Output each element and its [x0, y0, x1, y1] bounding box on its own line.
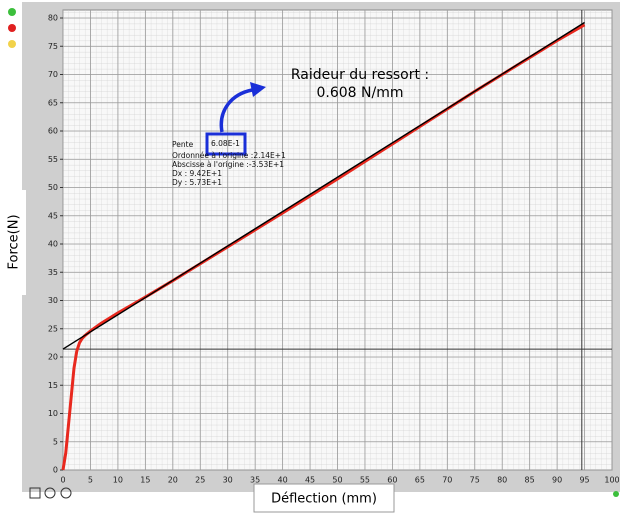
y-tick-label: 75	[48, 42, 58, 51]
x-tick-label: 70	[442, 476, 452, 485]
y-tick-label: 25	[48, 324, 58, 333]
marks	[61, 10, 612, 471]
y-tick-label: 80	[48, 14, 58, 23]
fit-line: Dx : 9.42E+1	[172, 169, 222, 178]
x-tick-label: 80	[497, 476, 507, 485]
highlight-box	[205, 132, 247, 156]
y-tick-label: 45	[48, 211, 58, 220]
y-tick-label: 50	[48, 183, 58, 192]
slope-value: 6.08E-1	[211, 139, 240, 148]
annotation: 0.608 N/mm	[317, 85, 404, 101]
y-tick-label: 35	[48, 268, 58, 277]
fit-line: Ordonnée à l'origine :2.14E+1	[172, 151, 286, 160]
y-tick-label: 0	[53, 466, 58, 475]
y-tick-label: 65	[48, 98, 58, 107]
x-tick-label: 90	[552, 476, 562, 485]
arrow	[219, 88, 253, 133]
y-tick-label: 70	[48, 70, 58, 79]
x-tick-label: 10	[113, 476, 123, 485]
x-tick-label: 55	[360, 476, 370, 485]
series-line	[62, 21, 585, 350]
status-led	[8, 40, 16, 48]
y-axis-label: Force(N)	[7, 214, 22, 269]
y-tick-label: 10	[48, 409, 58, 418]
x-tick-label: 65	[415, 476, 425, 485]
x-tick-label: 85	[525, 476, 535, 485]
x-tick-label: 20	[168, 476, 178, 485]
ylabel-box	[2, 190, 26, 295]
x-tick-label: 45	[305, 476, 315, 485]
fit-info: Pente 6.08E-1 Ordonnée à l'origine :2.14…	[172, 132, 286, 187]
y-tick-label: 60	[48, 127, 58, 136]
x-tick-label: 40	[278, 476, 288, 485]
x-tick-label: 50	[332, 476, 342, 485]
x-tick-label: 5	[88, 476, 93, 485]
x-tick-label: 75	[470, 476, 480, 485]
tool-icon[interactable]	[29, 487, 41, 499]
y-tick-label: 40	[48, 240, 58, 249]
x-tick-label: 60	[387, 476, 397, 485]
tool-icon[interactable]	[44, 487, 56, 499]
y-tick-label: 55	[48, 155, 58, 164]
arrowhead	[250, 82, 266, 97]
x-axis-label: Déflection (mm)	[271, 492, 377, 507]
y-tick-label: 20	[48, 353, 58, 362]
x-tick-label: 35	[250, 476, 260, 485]
slope-label: Pente	[172, 140, 194, 149]
x-tick-label: 25	[195, 476, 205, 485]
status-led	[8, 8, 16, 16]
fit-line: Abscisse à l'origine :-3.53E+1	[172, 160, 284, 169]
x-tick-label: 0	[60, 476, 65, 485]
annotation: Raideur du ressort :	[291, 67, 429, 83]
xlabel-box	[253, 483, 395, 513]
x-tick-label: 15	[140, 476, 150, 485]
tool-icon[interactable]	[60, 487, 72, 499]
x-tick-label: 95	[579, 476, 589, 485]
y-tick-label: 15	[48, 381, 58, 390]
status-led	[8, 24, 16, 32]
y-tick-label: 5	[53, 437, 58, 446]
x-tick-label: 100	[604, 476, 619, 485]
x-tick-label: 30	[223, 476, 233, 485]
status-led	[613, 491, 619, 497]
fit-line: Dy : 5.73E+1	[172, 178, 222, 187]
y-tick-label: 30	[48, 296, 58, 305]
